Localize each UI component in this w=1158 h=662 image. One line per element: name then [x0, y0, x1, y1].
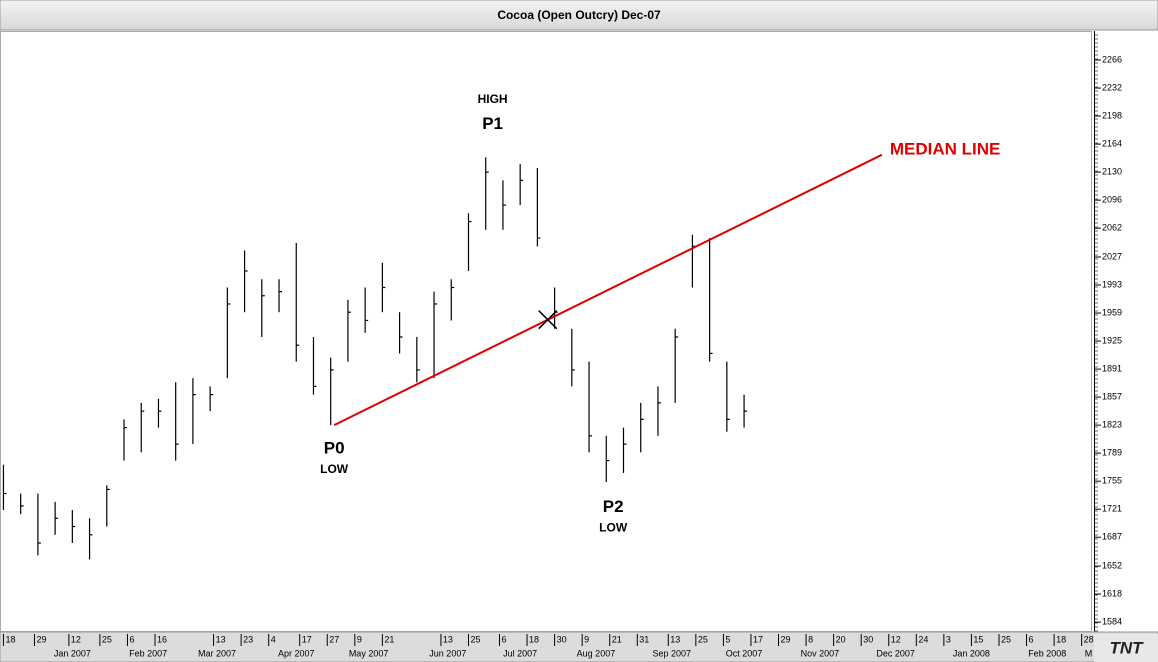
- month-label: Jun 2007: [429, 648, 466, 658]
- y-tick-label: 1618: [1102, 588, 1122, 598]
- x-tick-label: 30: [863, 634, 873, 644]
- y-tick-label: 2062: [1102, 223, 1122, 233]
- title-bar: [0, 0, 1158, 31]
- month-label: Aug 2007: [577, 648, 616, 658]
- month-label: Feb 2007: [129, 648, 167, 658]
- median-line: [333, 153, 883, 427]
- y-tick-label: 2198: [1102, 110, 1122, 120]
- x-tick-label: 20: [836, 634, 846, 644]
- x-tick-label: 6: [501, 634, 506, 644]
- x-tick-label: 31: [639, 634, 649, 644]
- month-label: Jan 2008: [953, 648, 990, 658]
- x-tick-label: 23: [243, 634, 253, 644]
- annotation: P0: [324, 439, 345, 458]
- y-tick-label: 2096: [1102, 195, 1122, 205]
- y-tick-label: 1789: [1102, 448, 1122, 458]
- x-tick-label: 24: [918, 634, 928, 644]
- y-tick-label: 2232: [1102, 82, 1122, 92]
- x-tick-label: 8: [808, 634, 813, 644]
- month-label: Feb 2008: [1028, 648, 1066, 658]
- y-tick-label: 2130: [1102, 166, 1122, 176]
- y-axis-area: [1092, 31, 1158, 632]
- x-tick-label: 9: [357, 634, 362, 644]
- annotation: P1: [482, 114, 503, 133]
- y-tick-label: 2027: [1102, 251, 1122, 261]
- x-tick-label: 29: [36, 634, 46, 644]
- y-tick-label: 1959: [1102, 307, 1122, 317]
- x-tick-label: 12: [71, 634, 81, 644]
- y-tick-label: 1925: [1102, 335, 1122, 345]
- month-label: M: [1085, 648, 1093, 658]
- x-tick-label: 18: [1056, 634, 1066, 644]
- y-tick-label: 2164: [1102, 138, 1122, 148]
- y-tick-label: 1721: [1102, 504, 1122, 514]
- logo-box: [1094, 634, 1158, 662]
- annotation: HIGH: [478, 92, 508, 106]
- x-tick-label: 12: [891, 634, 901, 644]
- month-label: Apr 2007: [278, 648, 315, 658]
- x-tick-label: 30: [557, 634, 567, 644]
- x-tick-label: 27: [329, 634, 339, 644]
- plot-area: [0, 31, 1092, 632]
- logo: TNT: [1109, 638, 1144, 657]
- x-tick-label: 3: [946, 634, 951, 644]
- y-tick-label: 1687: [1102, 532, 1122, 542]
- x-tick-label: 25: [698, 634, 708, 644]
- y-tick-label: 1891: [1102, 363, 1122, 373]
- x-tick-label: 9: [584, 634, 589, 644]
- x-tick-label: 17: [753, 634, 763, 644]
- month-label: Jul 2007: [503, 648, 537, 658]
- x-tick-label: 21: [384, 634, 394, 644]
- x-tick-label: 6: [1029, 634, 1034, 644]
- y-tick-label: 1584: [1102, 616, 1122, 626]
- x-tick-label: 16: [157, 634, 167, 644]
- x-axis-area: [0, 631, 1158, 662]
- x-tick-label: 13: [670, 634, 680, 644]
- month-label: Dec 2007: [876, 648, 915, 658]
- annotation: LOW: [599, 520, 628, 534]
- x-tick-label: 29: [781, 634, 791, 644]
- x-tick-label: 18: [529, 634, 539, 644]
- x-tick-label: 13: [443, 634, 453, 644]
- annotation: P2: [603, 497, 624, 516]
- month-label: Oct 2007: [726, 648, 763, 658]
- x-tick-label: 15: [973, 634, 983, 644]
- y-tick-label: 2266: [1102, 54, 1122, 64]
- x-tick-label: 25: [1001, 634, 1011, 644]
- x-tick-label: 4: [271, 634, 276, 644]
- x-tick-label: 17: [302, 634, 312, 644]
- y-tick-label: 1993: [1102, 279, 1122, 289]
- chart-title: Cocoa (Open Outcry) Dec-07: [497, 8, 661, 22]
- y-tick-label: 1755: [1102, 476, 1122, 486]
- x-tick-label: 25: [470, 634, 480, 644]
- annotation: LOW: [320, 462, 349, 476]
- y-tick-label: 1857: [1102, 391, 1122, 401]
- month-label: Jan 2007: [54, 648, 91, 658]
- x-tick-label: 6: [129, 634, 134, 644]
- x-tick-label: 5: [725, 634, 730, 644]
- x-tick-label: 21: [612, 634, 622, 644]
- y-tick-label: 1823: [1102, 420, 1122, 430]
- month-label: Mar 2007: [198, 648, 236, 658]
- cross-mark: [538, 310, 558, 330]
- x-tick-label: 18: [5, 634, 15, 644]
- x-tick-label: 25: [102, 634, 112, 644]
- month-label: Sep 2007: [652, 648, 691, 658]
- x-tick-label: 28: [1084, 634, 1094, 644]
- y-tick-label: 1652: [1102, 560, 1122, 570]
- month-label: Nov 2007: [801, 648, 840, 658]
- month-label: May 2007: [349, 648, 389, 658]
- x-tick-label: 13: [216, 634, 226, 644]
- median-line-label: MEDIAN LINE: [890, 139, 1001, 158]
